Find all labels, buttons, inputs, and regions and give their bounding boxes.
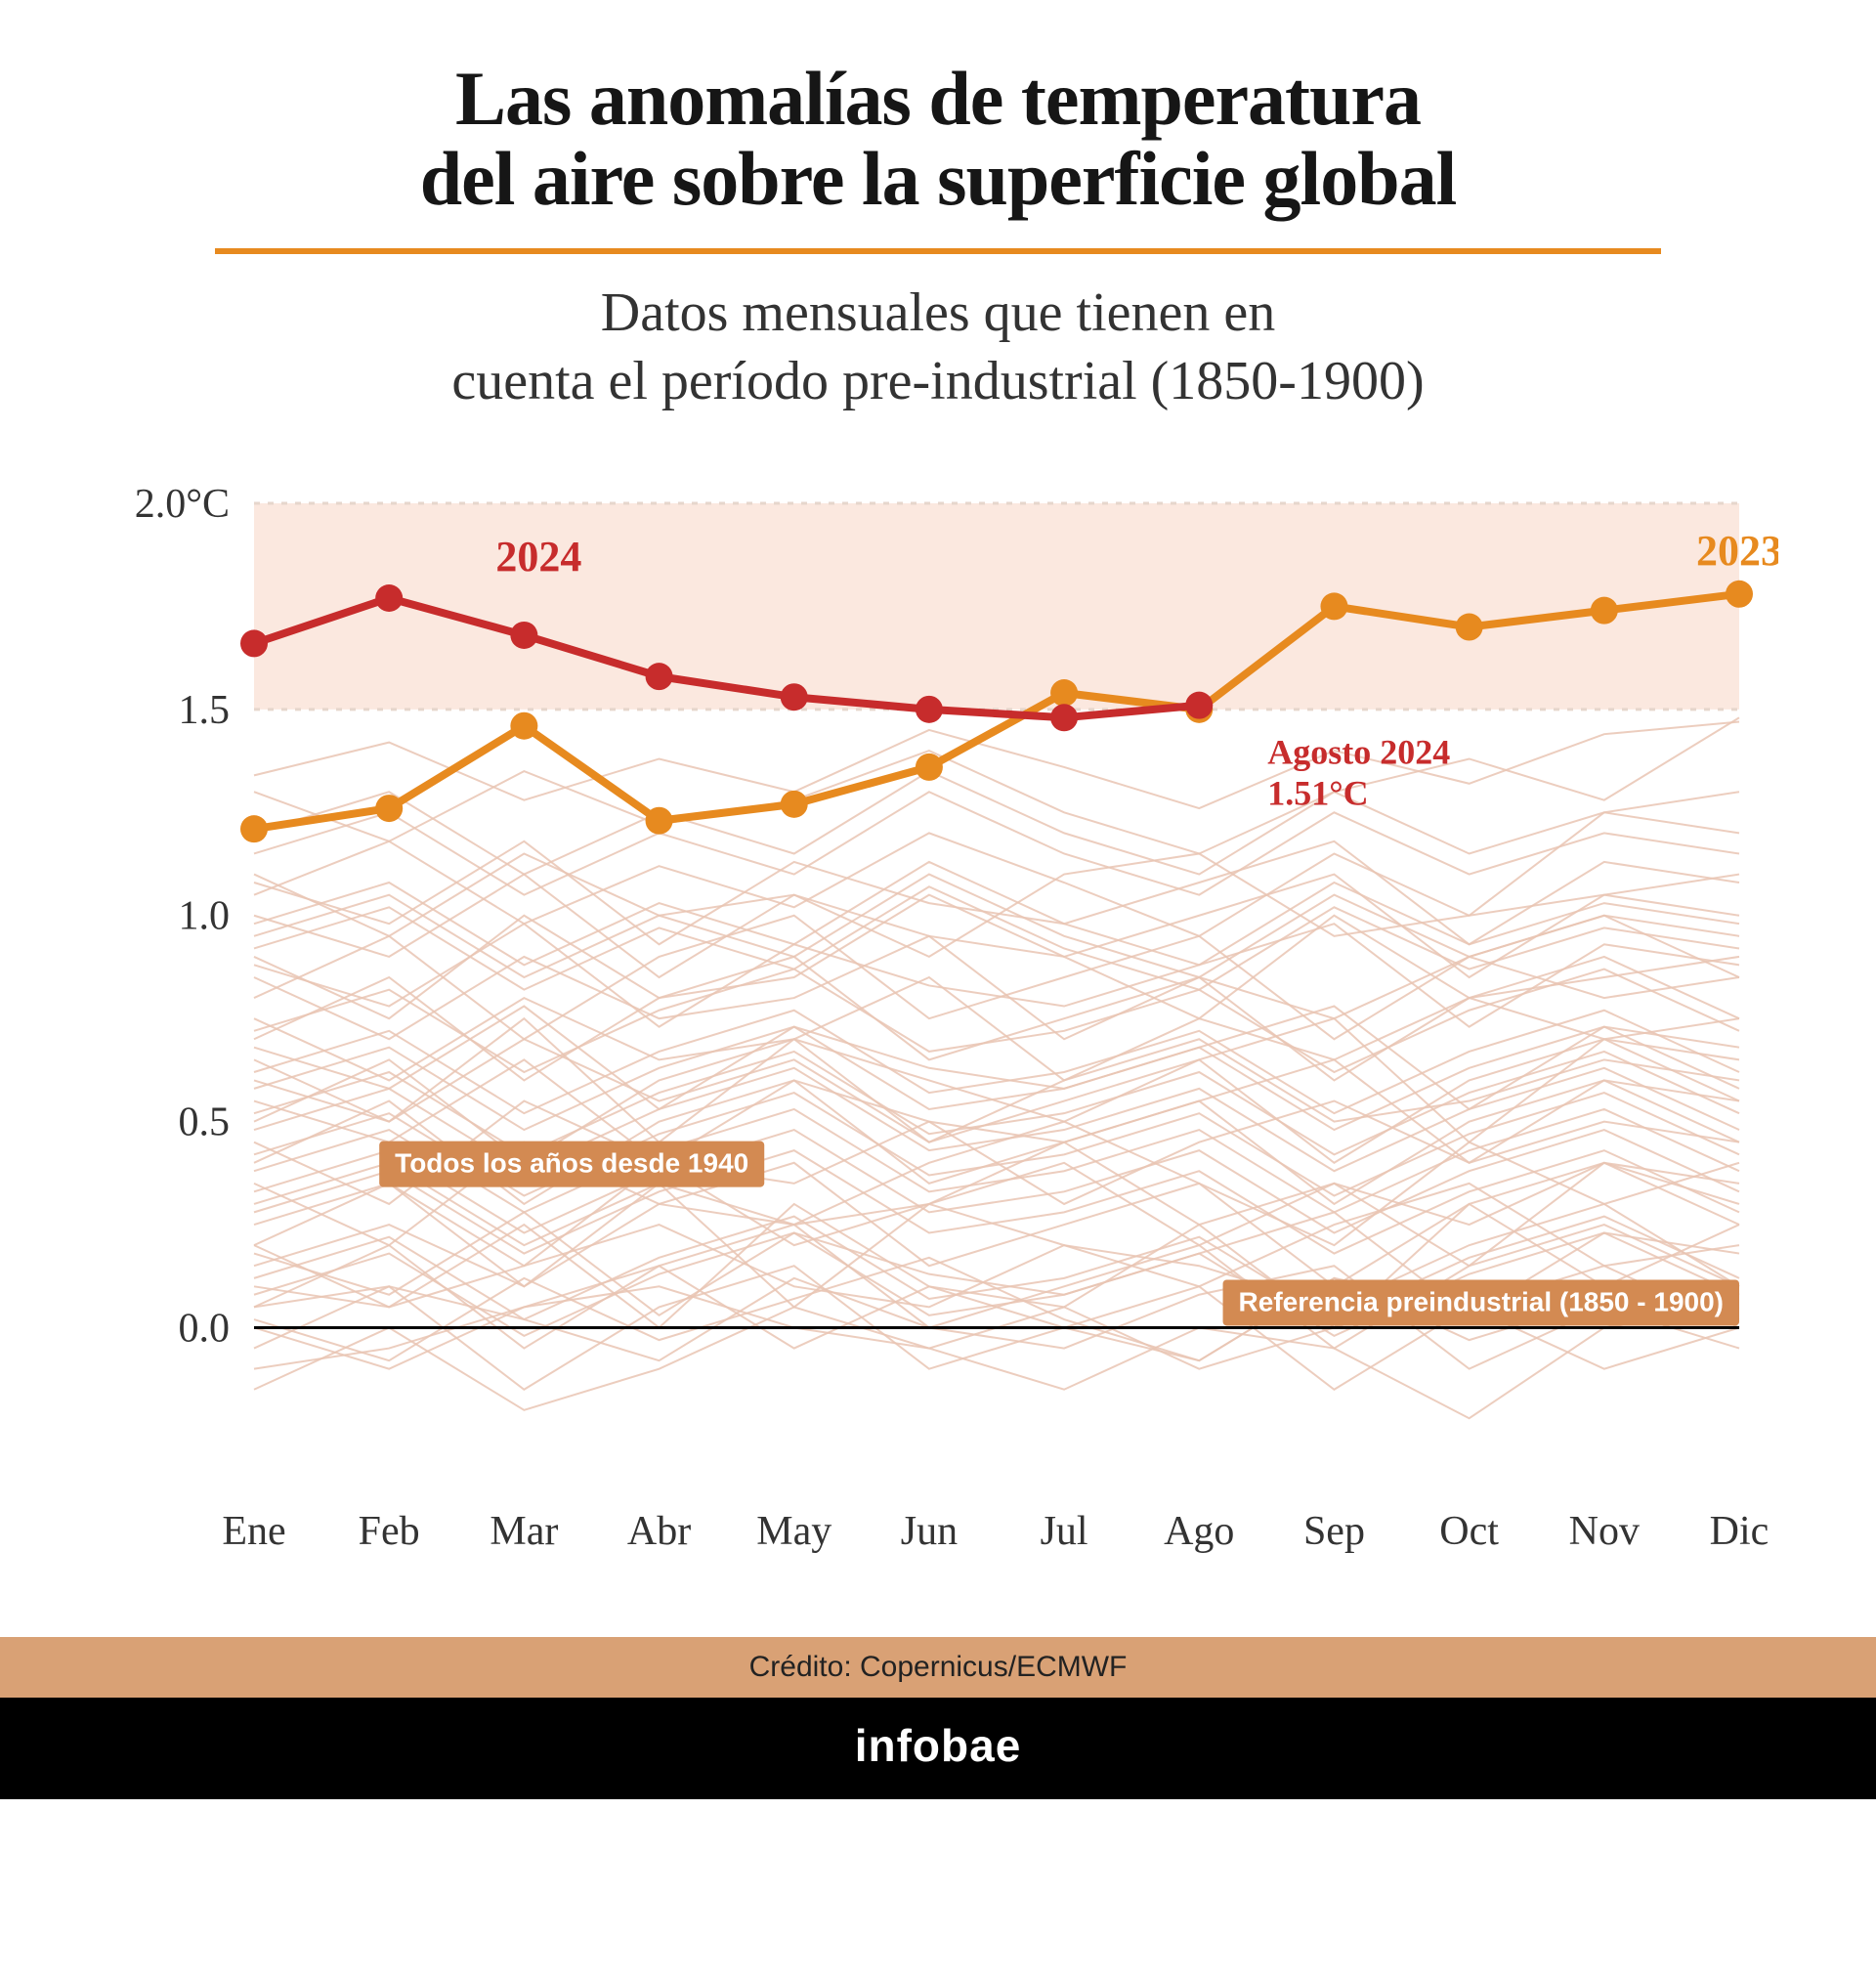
svg-text:Jun: Jun: [901, 1509, 958, 1554]
chart-subtitle: Datos mensuales que tienen en cuenta el …: [98, 279, 1778, 415]
svg-text:2023: 2023: [1696, 527, 1778, 575]
credit-text: Crédito: Copernicus/ECMWF: [749, 1651, 1128, 1683]
svg-text:1.0: 1.0: [179, 894, 231, 939]
logo-bar: infobae: [0, 1698, 1876, 1799]
logo-text: infobae: [855, 1720, 1022, 1771]
credit-bar: Crédito: Copernicus/ECMWF: [0, 1637, 1876, 1698]
title-divider: [215, 248, 1661, 254]
chart-area: 0.0 0.5 1.0 1.5 2.0°C Ene Feb Mar Abr May Jun Jul Ag…: [98, 484, 1778, 1608]
title-line1: Las anomalías de temperatura: [455, 56, 1421, 141]
subtitle-line2: cuenta el período pre-industrial (1850-1…: [451, 351, 1424, 411]
svg-text:Ago: Ago: [1164, 1509, 1234, 1554]
svg-text:2.0°C: 2.0°C: [135, 484, 230, 527]
svg-text:Abr: Abr: [627, 1509, 691, 1554]
svg-text:1.5: 1.5: [179, 688, 231, 733]
svg-text:0.5: 0.5: [179, 1099, 231, 1144]
svg-text:2024: 2024: [495, 533, 581, 581]
svg-text:Sep: Sep: [1303, 1509, 1365, 1554]
svg-text:0.0: 0.0: [179, 1306, 231, 1351]
svg-text:Todos los años desde 1940: Todos los años desde 1940: [395, 1147, 748, 1178]
svg-text:Jul: Jul: [1041, 1509, 1088, 1554]
line-chart-svg: 0.0 0.5 1.0 1.5 2.0°C Ene Feb Mar Abr May Jun Jul Ag…: [98, 484, 1778, 1608]
svg-text:1.51°C: 1.51°C: [1267, 773, 1368, 812]
svg-text:May: May: [756, 1509, 831, 1554]
svg-text:Referencia preindustrial (1850: Referencia preindustrial (1850 - 1900): [1239, 1286, 1724, 1316]
svg-text:Oct: Oct: [1439, 1509, 1499, 1554]
svg-text:Dic: Dic: [1710, 1509, 1769, 1554]
chart-title: Las anomalías de temperatura del aire so…: [98, 59, 1778, 219]
svg-text:Feb: Feb: [359, 1509, 420, 1554]
title-line2: del aire sobre la superficie global: [420, 136, 1457, 221]
svg-text:Nov: Nov: [1569, 1509, 1640, 1554]
svg-text:Agosto 2024: Agosto 2024: [1267, 732, 1450, 771]
subtitle-line1: Datos mensuales que tienen en: [601, 282, 1275, 343]
svg-text:Ene: Ene: [222, 1509, 285, 1554]
svg-text:Mar: Mar: [490, 1509, 558, 1554]
